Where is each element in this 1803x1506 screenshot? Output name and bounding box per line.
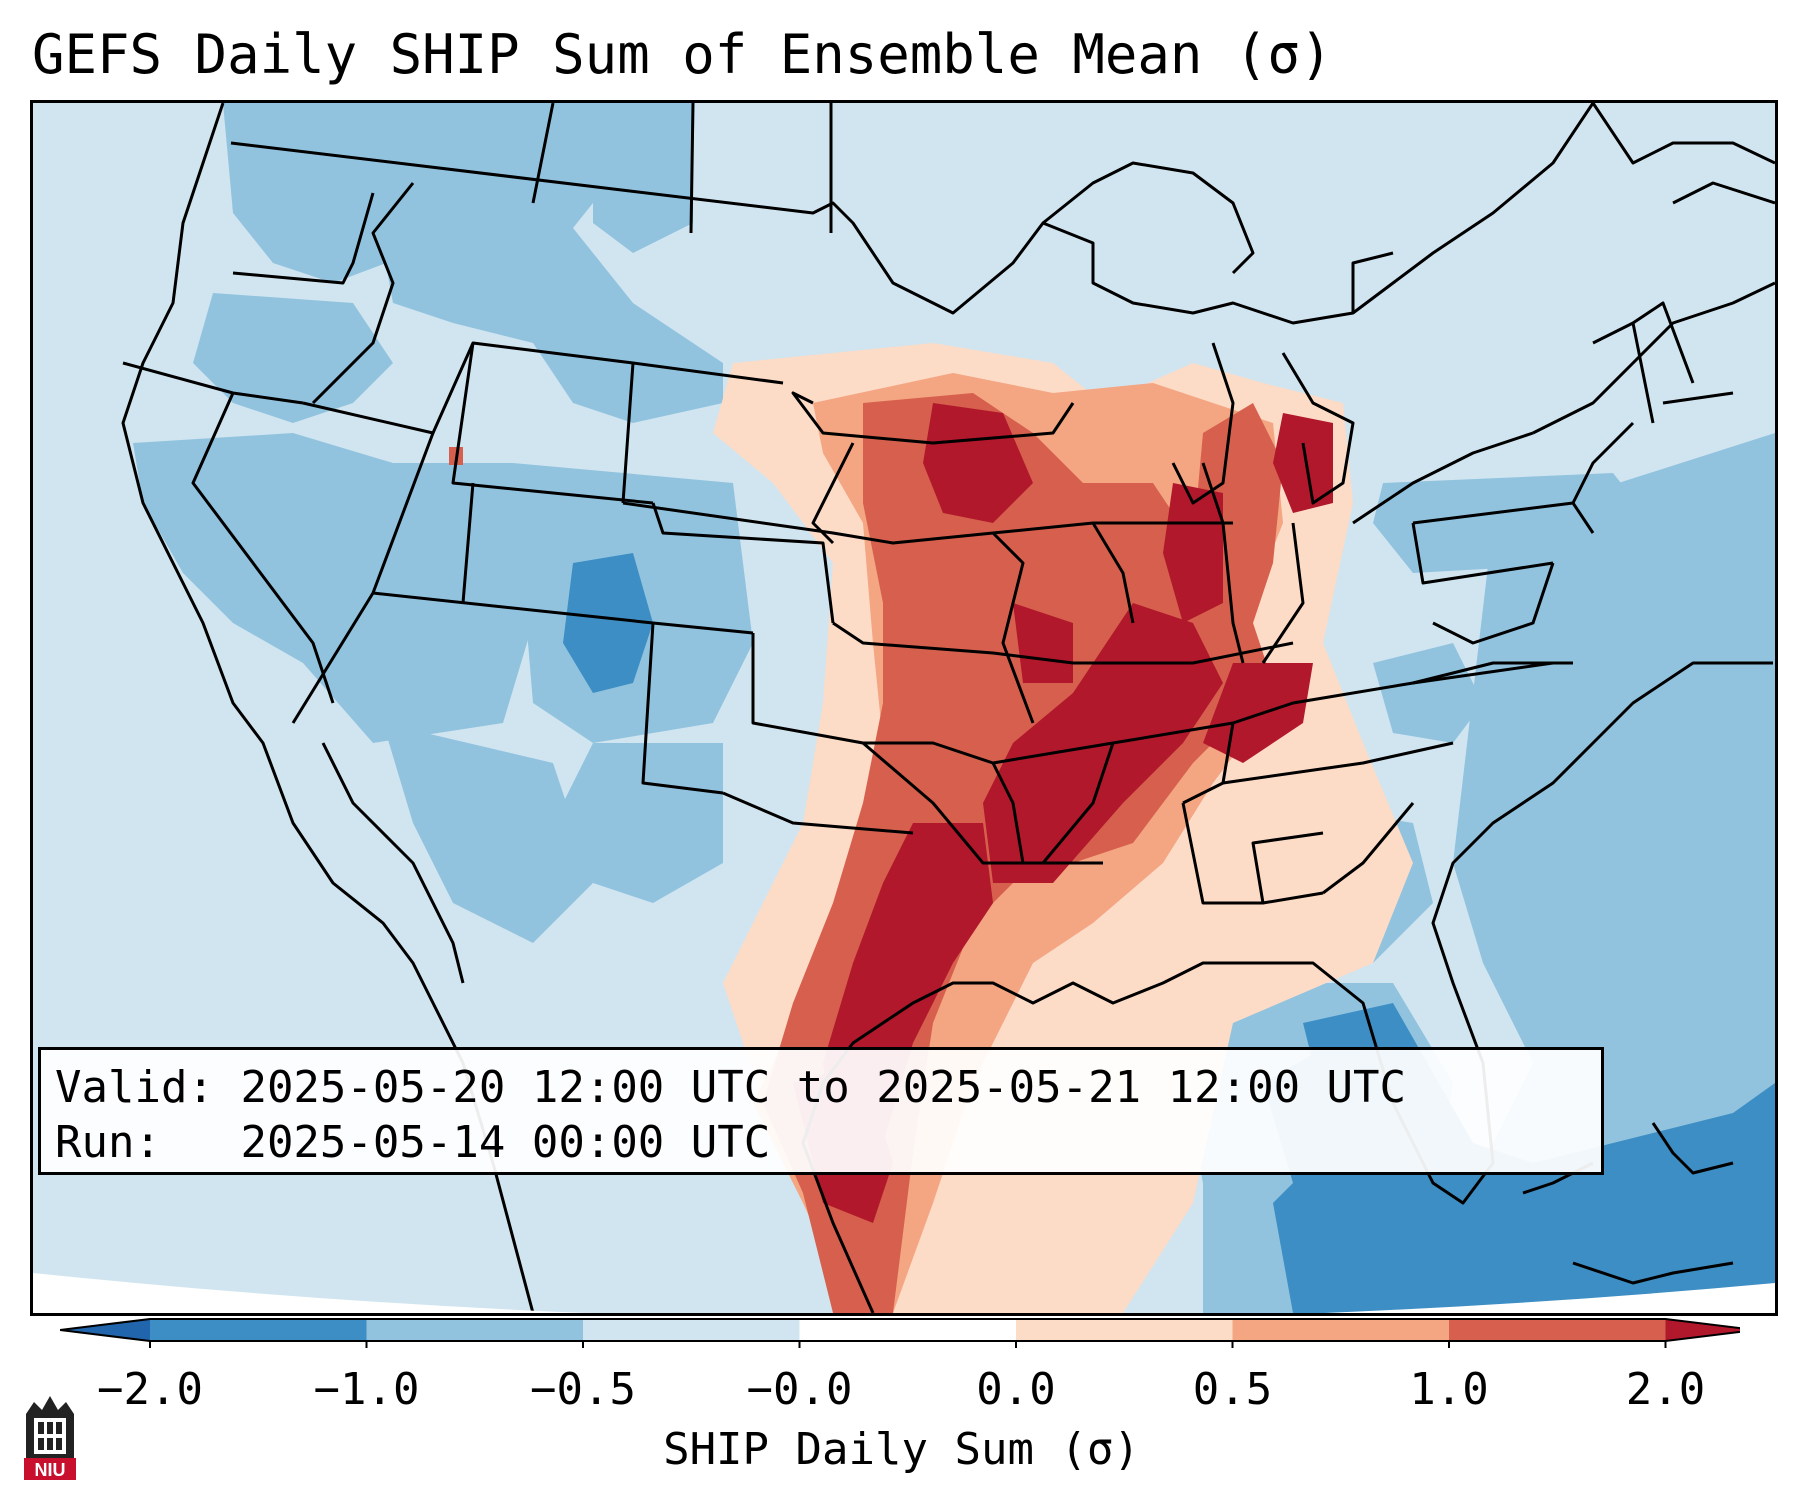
coastlines — [121, 103, 1775, 1313]
colorbar-under-arrow — [60, 1319, 150, 1341]
colorbar-tick-label: 0.0 — [976, 1364, 1056, 1415]
state-boundaries — [122, 103, 1734, 905]
colorbar-tick-label: −0.5 — [530, 1364, 636, 1415]
run-label: Run: — [55, 1117, 161, 1168]
info-box: Valid: 2025-05-20 12:00 UTC to 2025-05-2… — [38, 1047, 1604, 1175]
data-edge — [33, 1273, 1775, 1313]
colorbar-bin-4 — [1016, 1319, 1233, 1341]
colorbar — [60, 1318, 1740, 1348]
niu-logo-text: NIU — [35, 1460, 66, 1480]
map-title: GEFS Daily SHIP Sum of Ensemble Mean (σ) — [32, 23, 1333, 86]
colorbar-over-arrow — [1665, 1319, 1740, 1341]
colorbar-tick-label: −0.0 — [746, 1364, 853, 1415]
colorbar-bin-0 — [150, 1319, 367, 1341]
colorbar-bin-5 — [1232, 1319, 1449, 1341]
colorbar-bin-6 — [1449, 1319, 1666, 1341]
valid-value: 2025-05-20 12:00 UTC to 2025-05-21 12:00… — [240, 1062, 1407, 1113]
valid-label: Valid: — [55, 1062, 214, 1113]
colorbar-bin-3 — [799, 1319, 1016, 1341]
colorbar-tick-label: −2.0 — [97, 1364, 203, 1415]
colorbar-bin-2 — [583, 1319, 800, 1341]
run-value: 2025-05-14 00:00 UTC — [240, 1117, 771, 1168]
colorbar-tick-label: 1.0 — [1409, 1364, 1489, 1415]
colorbar-bin-1 — [366, 1319, 583, 1341]
colorbar-tick-label: 2.0 — [1625, 1364, 1706, 1415]
colorbar-tick-label: 0.5 — [1192, 1364, 1273, 1415]
colorbar-tick-label: −1.0 — [313, 1364, 420, 1415]
colorbar-label: SHIP Daily Sum (σ) — [663, 1424, 1140, 1475]
niu-logo: NIU — [24, 1396, 76, 1480]
